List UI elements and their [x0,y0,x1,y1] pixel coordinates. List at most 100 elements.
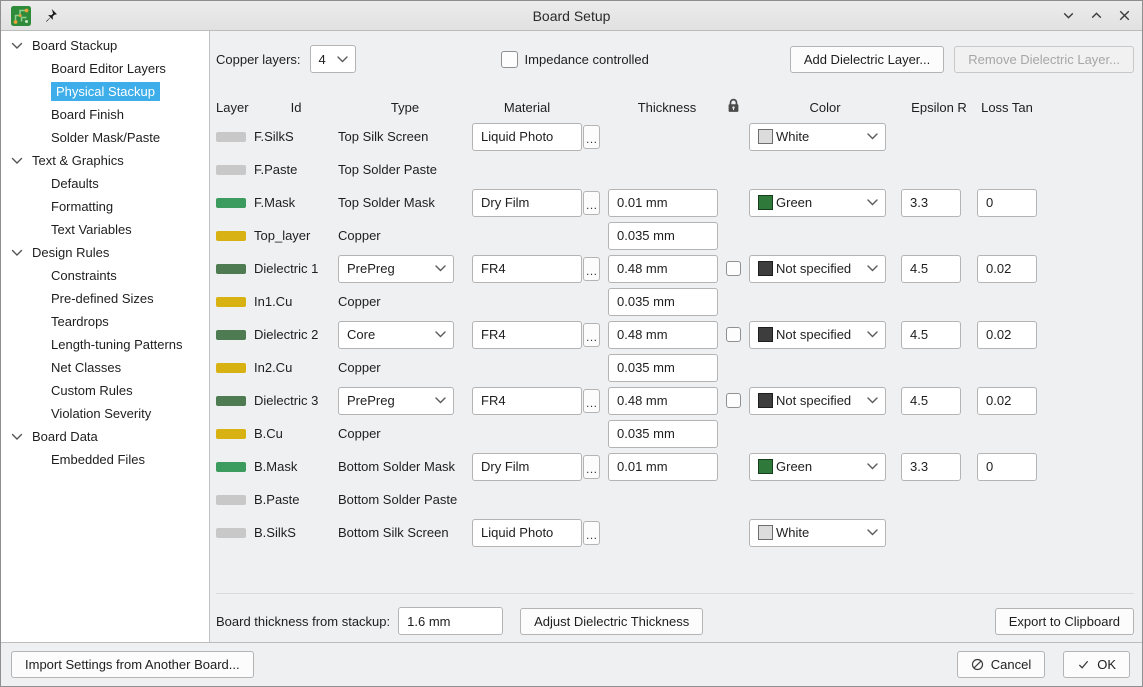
tree-section-design-rules[interactable]: Design Rules [1,241,209,264]
loss-tan-field-value: 0 [986,195,994,210]
layer-id: F.Mask [254,195,296,210]
material-browse-button[interactable]: … [583,322,600,347]
layer-type-label: Top Silk Screen [338,129,429,144]
loss-tan-field[interactable]: 0.02 [977,386,1037,415]
minimize-icon[interactable] [1060,8,1076,24]
pin-icon[interactable] [43,8,58,23]
thickness-field[interactable]: 0.01 mm [608,452,718,481]
thickness-field[interactable]: 0.48 mm [608,320,718,349]
sidebar-item-solder-mask-paste[interactable]: Solder Mask/Paste [1,126,209,149]
loss-tan-field[interactable]: 0 [977,188,1037,217]
tree-item-label: Board Finish [51,107,124,122]
loss-tan-field[interactable]: 0.02 [977,254,1037,283]
material-field[interactable]: Dry Film [472,452,582,481]
panel-divider [216,593,1134,594]
sidebar-item-text-variables[interactable]: Text Variables [1,218,209,241]
copper-layers-select[interactable]: 4 [309,45,356,73]
chevron-down-icon [336,55,348,63]
impedance-controlled-checkbox[interactable] [500,50,518,68]
material-field[interactable]: Dry Film [472,188,582,217]
type-select[interactable]: PrePreg [338,254,454,283]
epsilon-field[interactable]: 4.5 [901,386,961,415]
sidebar-item-embedded-files[interactable]: Embedded Files [1,448,209,471]
color-swatch [758,459,773,474]
type-select[interactable]: Core [338,320,454,349]
chevron-down-icon[interactable] [11,157,23,165]
thickness-field[interactable]: 0.035 mm [608,287,718,316]
sidebar-item-board-editor-layers[interactable]: Board Editor Layers [1,57,209,80]
chevron-down-icon[interactable] [11,433,23,441]
sidebar-item-physical-stackup[interactable]: Physical Stackup [1,80,209,103]
material-field[interactable]: FR4 [472,386,582,415]
color-select[interactable]: White [749,122,886,151]
color-select[interactable]: Not specified [749,320,886,349]
close-icon[interactable] [1116,8,1132,24]
sidebar-item-defaults[interactable]: Defaults [1,172,209,195]
tree-item-label: Violation Severity [51,406,152,421]
layer-type-label: Bottom Solder Mask [338,459,456,474]
type-select[interactable]: PrePreg [338,386,454,415]
sidebar-item-pre-defined-sizes[interactable]: Pre-defined Sizes [1,287,209,310]
chevron-down-icon[interactable] [11,249,23,257]
tree-section-text-graphics[interactable]: Text & Graphics [1,149,209,172]
chevron-down-icon [867,331,878,338]
chevron-down-icon[interactable] [11,42,23,50]
color-select[interactable]: Not specified [749,254,886,283]
tree-item-label: Formatting [51,199,114,214]
color-select[interactable]: Not specified [749,386,886,415]
material-browse-button[interactable]: … [583,190,600,215]
layer-color-bar [216,230,246,241]
color-select[interactable]: White [749,518,886,547]
sidebar-item-length-tuning-patterns[interactable]: Length-tuning Patterns [1,333,209,356]
maximize-icon[interactable] [1088,8,1104,24]
color-select[interactable]: Green [749,452,886,481]
sidebar-item-constraints[interactable]: Constraints [1,264,209,287]
cancel-button[interactable]: Cancel [956,651,1046,678]
sidebar-item-violation-severity[interactable]: Violation Severity [1,402,209,425]
material-field[interactable]: FR4 [472,254,582,283]
board-thickness-field[interactable]: 1.6 mm [398,607,504,635]
sidebar-item-net-classes[interactable]: Net Classes [1,356,209,379]
epsilon-field[interactable]: 4.5 [901,320,961,349]
thickness-lock-checkbox[interactable] [726,261,741,276]
epsilon-field-value: 3.3 [910,195,929,210]
material-field-value: Dry Film [481,459,530,474]
ok-button[interactable]: OK [1063,651,1130,678]
column-header-epsilon: Epsilon R [911,99,967,115]
thickness-field[interactable]: 0.48 mm [608,254,718,283]
add-dielectric-layer-button[interactable]: Add Dielectric Layer... [789,45,945,73]
material-browse-button[interactable]: … [583,388,600,413]
material-field[interactable]: Liquid Photo [472,122,582,151]
epsilon-field[interactable]: 3.3 [901,188,961,217]
thickness-field[interactable]: 0.035 mm [608,419,718,448]
material-browse-button[interactable]: … [583,256,600,281]
sidebar-item-board-finish[interactable]: Board Finish [1,103,209,126]
sidebar-item-teardrops[interactable]: Teardrops [1,310,209,333]
thickness-lock-checkbox[interactable] [726,327,741,342]
tree-section-board-data[interactable]: Board Data [1,425,209,448]
thickness-field[interactable]: 0.01 mm [608,188,718,217]
chevron-down-icon [867,529,878,536]
sidebar-item-custom-rules[interactable]: Custom Rules [1,379,209,402]
material-browse-button[interactable]: … [583,520,600,545]
loss-tan-field-value: 0 [986,459,994,474]
thickness-field[interactable]: 0.035 mm [608,353,718,382]
material-field[interactable]: FR4 [472,320,582,349]
sidebar-item-formatting[interactable]: Formatting [1,195,209,218]
color-select[interactable]: Green [749,188,886,217]
thickness-field[interactable]: 0.035 mm [608,221,718,250]
material-browse-button[interactable]: … [583,124,600,149]
export-to-clipboard-button[interactable]: Export to Clipboard [994,607,1134,635]
import-settings-button[interactable]: Import Settings from Another Board... [11,651,254,678]
epsilon-field[interactable]: 4.5 [901,254,961,283]
loss-tan-field[interactable]: 0.02 [977,320,1037,349]
material-field[interactable]: Liquid Photo [472,518,582,547]
thickness-lock-checkbox[interactable] [726,393,741,408]
material-browse-button[interactable]: … [583,454,600,479]
tree-section-board-stackup[interactable]: Board Stackup [1,34,209,57]
thickness-field[interactable]: 0.48 mm [608,386,718,415]
loss-tan-field[interactable]: 0 [977,452,1037,481]
tree-item-label: Net Classes [51,360,122,375]
adjust-dielectric-thickness-button[interactable]: Adjust Dielectric Thickness [520,607,704,635]
epsilon-field[interactable]: 3.3 [901,452,961,481]
